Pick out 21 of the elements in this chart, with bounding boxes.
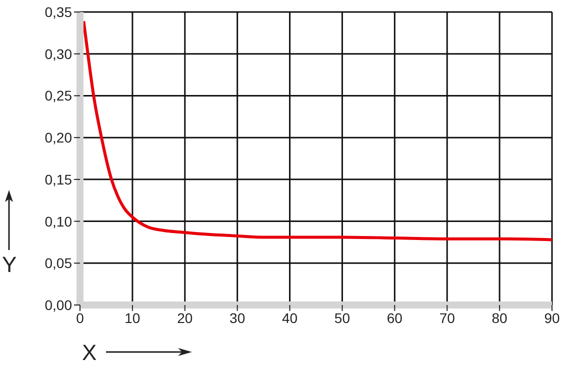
y-tick-label: 0,30 [44,46,72,62]
x-tick-label: 10 [124,310,140,326]
y-axis-title: Y [2,252,17,278]
y-tick-label: 0,00 [44,296,72,313]
y-tick-label: 0,15 [44,171,72,188]
x-tick-label: 70 [439,310,456,326]
x-axis-title: X [82,340,97,366]
x-tick-label: 50 [334,310,350,326]
x-tick-label: 80 [492,310,508,326]
y-tick-label: 0,10 [44,213,72,230]
y-tick-label: 0,05 [44,255,72,272]
y-tick-label: 0,20 [44,130,72,146]
x-tick-label: 90 [544,310,560,326]
x-tick-label: 40 [282,310,298,326]
x-tick-label: 20 [177,310,193,326]
x-tick-label: 0 [76,310,84,326]
x-tick-label: 30 [230,310,246,326]
y-tick-label: 0,35 [44,4,72,20]
x-tick-label: 60 [386,310,403,326]
line-series [82,20,552,242]
y-tick-label: 0,25 [44,88,72,104]
